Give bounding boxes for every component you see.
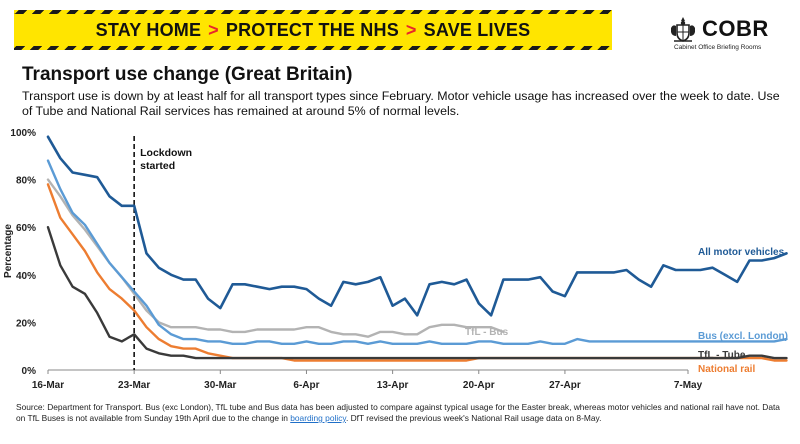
y-tick-label: 0% — [22, 366, 37, 377]
x-tick-label: 23-Mar — [118, 380, 150, 391]
chart-title: Transport use change (Great Britain) — [22, 64, 353, 85]
slogan-stay-home: STAY HOME — [95, 19, 202, 40]
series-label: Bus (excl. London) — [698, 331, 788, 342]
chart-subtitle: Transport use is down by at least half f… — [22, 89, 780, 118]
slogan-separator: > — [208, 19, 219, 40]
series-line-bus-excl-london — [46, 159, 788, 346]
boarding-policy-link[interactable]: boarding policy — [290, 413, 346, 423]
logo-subtitle: Cabinet Office Briefing Rooms — [674, 44, 762, 51]
y-tick-label: 60% — [16, 223, 36, 234]
slogan-protect-nhs: PROTECT THE NHS — [225, 19, 399, 40]
slogan-banner: STAY HOME > PROTECT THE NHS > SAVE LIVES — [14, 10, 612, 50]
source-text: Source: Department for Transport. Bus (e… — [16, 402, 780, 423]
series-label: TfL - Tube — [698, 350, 746, 361]
cobr-logo: COBR Cabinet Office Briefing Rooms — [668, 14, 788, 54]
source-note: Source: Department for Transport. Bus (e… — [16, 402, 791, 424]
x-tick-label: 16-Mar — [32, 380, 64, 391]
lockdown-label: started — [140, 160, 175, 172]
royal-crest-icon — [671, 17, 695, 42]
y-tick-label: 40% — [16, 271, 36, 282]
transport-line-chart: 0% 20% 40% 60% 80% 100% Percentage 16-Mar 23-Mar… — [3, 128, 788, 391]
y-tick-label: 100% — [10, 128, 36, 139]
lockdown-label: Lockdown — [140, 147, 192, 159]
x-tick-label: 13-Apr — [377, 380, 409, 391]
series-label: TfL - Bus — [465, 327, 509, 338]
slogan-save-lives: SAVE LIVES — [423, 19, 531, 40]
series-label: National rail — [698, 364, 755, 375]
series-line-all-motor-vehicles — [46, 135, 788, 317]
x-tick-label: 30-Mar — [204, 380, 236, 391]
x-tick-label: 20-Apr — [463, 380, 495, 391]
source-text-end: . DfT revised the previous week's Nation… — [345, 413, 602, 423]
y-tick-label: 20% — [16, 318, 36, 329]
slogan-separator: > — [405, 19, 417, 40]
x-tick-label: 6-Apr — [293, 380, 319, 391]
series-line-tfl-tube — [46, 225, 788, 360]
x-tick-label: 27-Apr — [549, 380, 581, 391]
y-axis-label: Percentage — [3, 224, 14, 278]
series-label: All motor vehicles — [698, 247, 785, 258]
y-tick-label: 80% — [16, 176, 36, 187]
x-tick-label: 7-May — [674, 380, 703, 391]
logo-title: COBR — [702, 16, 769, 41]
